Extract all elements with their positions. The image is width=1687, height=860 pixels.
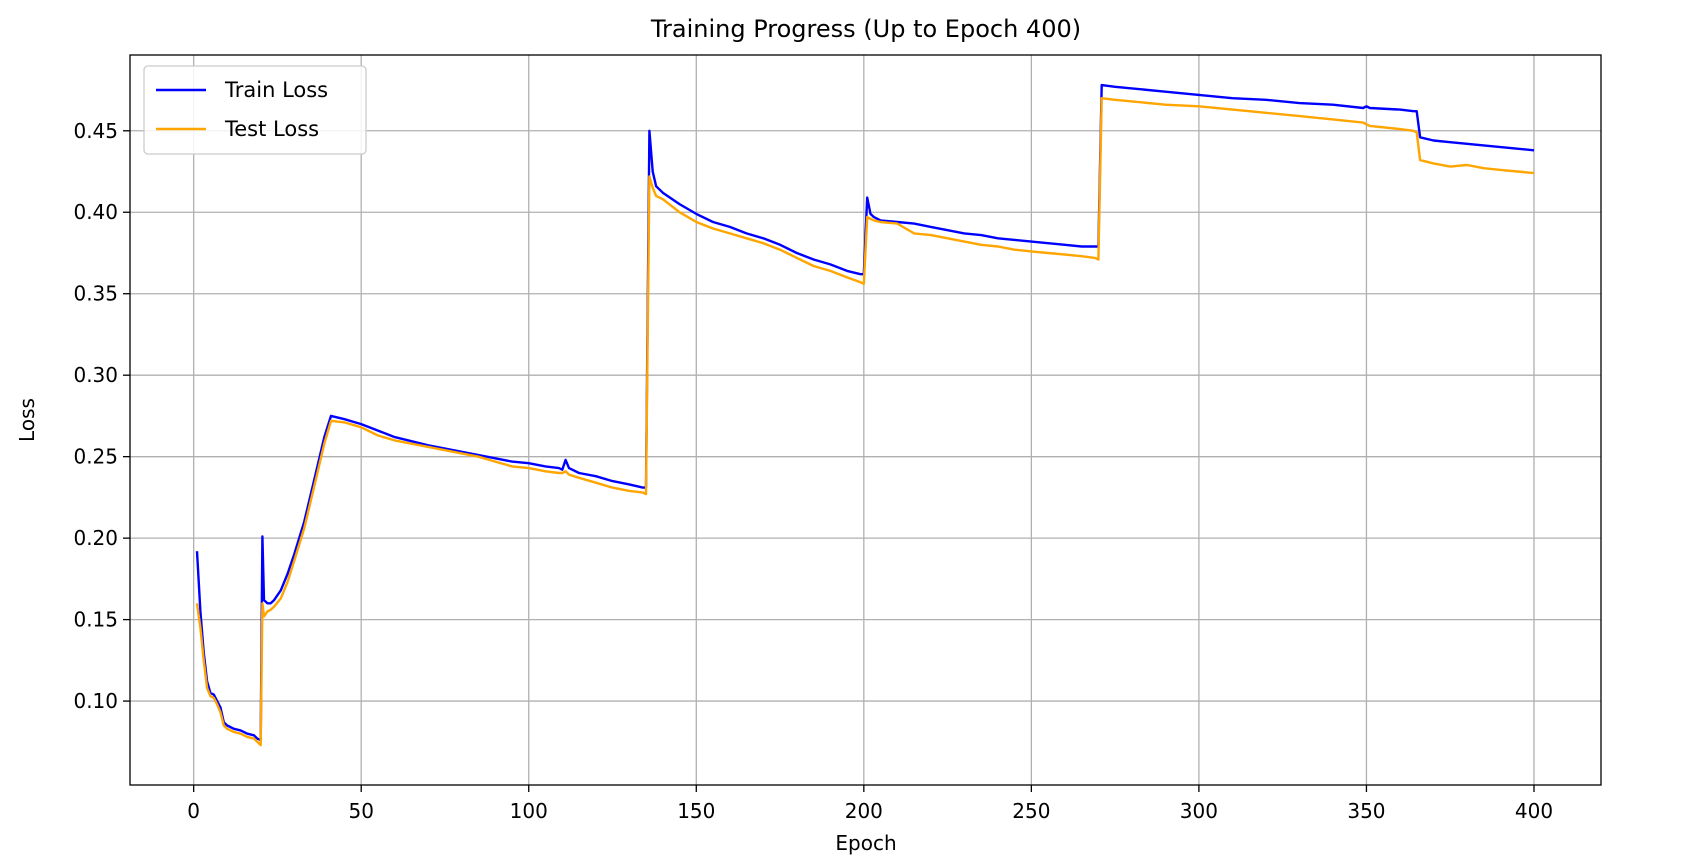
x-tick-label: 50: [348, 799, 373, 823]
plot-area-frame: [129, 54, 1602, 786]
series-layer: [195, 83, 1535, 747]
x-tick-label: 150: [677, 799, 715, 823]
series-line-train-loss: [195, 83, 1535, 742]
x-tick-label: 400: [1515, 799, 1553, 823]
y-tick-label: 0.10: [73, 689, 118, 713]
x-tick-label: 0: [187, 799, 200, 823]
grid-layer: [130, 55, 1601, 785]
x-tick-label: 350: [1347, 799, 1385, 823]
x-tick-label: 200: [845, 799, 883, 823]
y-tick-label: 0.15: [73, 608, 118, 632]
y-tick-label: 0.40: [73, 200, 118, 224]
legend-label-train-loss: Train Loss: [224, 78, 328, 102]
legend-label-test-loss: Test Loss: [224, 117, 319, 141]
y-axis-label: Loss: [15, 398, 39, 442]
y-tick-label: 0.20: [73, 526, 118, 550]
x-tick-label: 100: [510, 799, 548, 823]
chart-title: Training Progress (Up to Epoch 400): [650, 15, 1081, 43]
y-tick-label: 0.25: [73, 445, 118, 469]
series-line-test-loss: [195, 96, 1535, 747]
y-tick-label: 0.45: [73, 119, 118, 143]
x-tick-label: 250: [1012, 799, 1050, 823]
x-axis-label: Epoch: [835, 831, 896, 855]
y-tick-label: 0.30: [73, 363, 118, 387]
x-tick-label: 300: [1180, 799, 1218, 823]
legend-box: [143, 65, 367, 155]
legend: Train Loss Test Loss: [143, 65, 367, 155]
y-tick-label: 0.35: [73, 282, 118, 306]
ticks-layer: 0 50 100 150 200 250 300 350 400 0.10 0.15 0.20 0.25…: [73, 119, 1553, 823]
